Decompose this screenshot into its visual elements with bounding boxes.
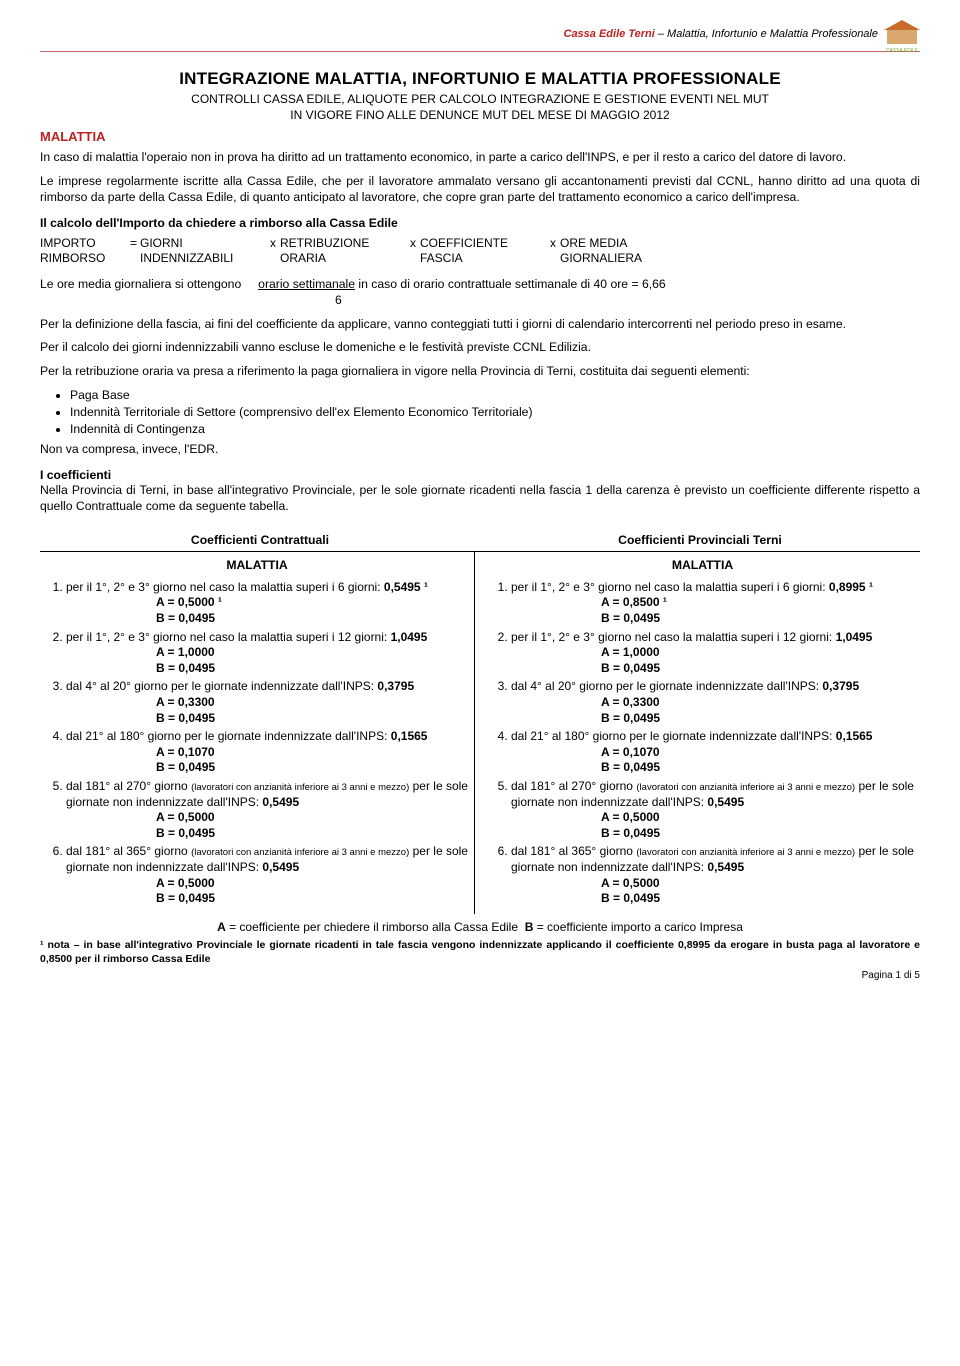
coef-item: dal 21° al 180° giorno per le giornate i… [511, 729, 914, 776]
coef-item: per il 1°, 2° e 3° giorno nel caso la ma… [66, 580, 468, 627]
logo-icon: CASSA EDILE [884, 20, 920, 48]
para-edr: Non va compresa, invece, l'EDR. [40, 442, 920, 458]
header-org: Cassa Edile Terni [564, 28, 655, 40]
header-text: Cassa Edile Terni – Malattia, Infortunio… [564, 27, 879, 41]
formula-row-1: IMPORTO = GIORNI x RETRIBUZIONE x COEFFI… [40, 236, 920, 252]
col-left-head1: Coefficienti Contrattuali [40, 533, 480, 549]
bullet-list: Paga Base Indennità Territoriale di Sett… [70, 388, 920, 438]
coef-item: dal 21° al 180° giorno per le giornate i… [66, 729, 468, 776]
coef-heading: I coefficienti [40, 468, 920, 484]
bullet-item: Paga Base [70, 388, 920, 404]
para-intro-2: Le imprese regolarmente iscritte alla Ca… [40, 174, 920, 206]
coef-item: dal 4° al 20° giorno per le giornate ind… [66, 679, 468, 726]
subtitle-1: CONTROLLI CASSA EDILE, ALIQUOTE PER CALC… [40, 92, 920, 108]
foot-ab-legend: A = coefficiente per chiedere il rimbors… [40, 920, 920, 936]
para-def: Per la definizione della fascia, ai fini… [40, 317, 920, 333]
para-coef: Nella Provincia di Terni, in base all'in… [40, 483, 920, 515]
coef-item: dal 181° al 270° giorno (lavoratori con … [66, 779, 468, 841]
para-retr: Per la retribuzione oraria va presa a ri… [40, 364, 920, 380]
bullet-item: Indennità Territoriale di Settore (compr… [70, 405, 920, 421]
coef-col-right: MALATTIA per il 1°, 2° e 3° giorno nel c… [485, 552, 920, 914]
formula-row-2: RIMBORSO INDENNIZZABILI ORARIA FASCIA GI… [40, 251, 920, 267]
coef-item: per il 1°, 2° e 3° giorno nel caso la ma… [511, 580, 914, 627]
bullet-item: Indennità di Contingenza [70, 422, 920, 438]
page-header: Cassa Edile Terni – Malattia, Infortunio… [40, 20, 920, 52]
coef-item: dal 181° al 365° giorno (lavoratori con … [66, 844, 468, 906]
ore-line: Le ore media giornaliera si ottengono or… [40, 277, 920, 309]
para-intro-1: In caso di malattia l'operaio non in pro… [40, 150, 920, 166]
section-malattia: MALATTIA [40, 129, 920, 146]
subtitle-2: IN VIGORE FINO ALLE DENUNCE MUT DEL MESE… [40, 108, 920, 124]
page-title: INTEGRAZIONE MALATTIA, INFORTUNIO E MALA… [40, 68, 920, 90]
coef-item: dal 181° al 365° giorno (lavoratori con … [511, 844, 914, 906]
coef-item: per il 1°, 2° e 3° giorno nel caso la ma… [66, 630, 468, 677]
coef-col-left: MALATTIA per il 1°, 2° e 3° giorno nel c… [40, 552, 475, 914]
calc-heading: Il calcolo dell'Importo da chiedere a ri… [40, 216, 920, 232]
col-right-head1: Coefficienti Provinciali Terni [480, 533, 920, 549]
coef-item: per il 1°, 2° e 3° giorno nel caso la ma… [511, 630, 914, 677]
footnote: ¹ nota – in base all'integrativo Provinc… [40, 939, 920, 966]
coef-table: MALATTIA per il 1°, 2° e 3° giorno nel c… [40, 551, 920, 914]
coef-item: dal 4° al 20° giorno per le giornate ind… [511, 679, 914, 726]
page-number: Pagina 1 di 5 [40, 969, 920, 982]
coef-item: dal 181° al 270° giorno (lavoratori con … [511, 779, 914, 841]
para-giorni: Per il calcolo dei giorni indennizzabili… [40, 340, 920, 356]
